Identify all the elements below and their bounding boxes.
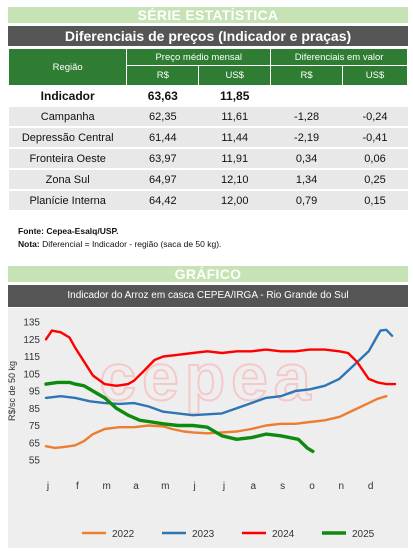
table-row: Fronteira Oeste 63,97 11,91 0,34 0,06: [8, 147, 408, 169]
col-header-diff: Diferenciais em valor: [270, 48, 408, 66]
row-diff-rs: 0,79: [270, 189, 343, 210]
row-diff-rs: 0,34: [270, 147, 343, 169]
row-diff-us: 0,15: [342, 189, 408, 210]
y-axis-label: R$/sc de 50 kg: [8, 361, 17, 421]
row-name: Fronteira Oeste: [8, 147, 127, 169]
y-tick-label: 105: [23, 369, 40, 380]
legend-label-2024: 2024: [272, 529, 295, 540]
y-tick-label: 85: [29, 404, 41, 415]
subheader-diff-us: US$: [341, 65, 409, 86]
chart-title: Indicador do Arroz em casca CEPEA/IRGA -…: [8, 285, 408, 307]
row-name: Planície Interna: [8, 189, 127, 210]
row-diff-rs: 1,34: [270, 168, 343, 190]
footnote-source: Fonte: Cepea-Esalq/USP.: [18, 226, 119, 236]
footnote-note-text: Diferencial = Indicador - região (saca d…: [39, 239, 222, 249]
series-line-2025: [44, 380, 315, 454]
series-line-2022: [44, 395, 388, 450]
row-us: 11,91: [198, 147, 271, 169]
x-tick-label: n: [339, 481, 345, 492]
differentials-table: Região Preço médio mensal Diferenciais e…: [7, 48, 409, 210]
row-diff-us: -0,24: [342, 105, 408, 127]
chart-area: cepea 55 65 75 85 95 105 115 125 135 j f m a m j j a s o n d…: [7, 308, 408, 548]
x-tick-label: f: [76, 481, 79, 492]
row-rs: 64,42: [126, 189, 199, 210]
x-tick-label: a: [133, 481, 139, 492]
x-tick-label: a: [251, 481, 257, 492]
row-rs: 63,97: [126, 147, 199, 169]
y-tick-label: 75: [29, 421, 41, 432]
row-name: Indicador: [8, 85, 127, 106]
table-row: Planície Interna 64,42 12,00 0,79 0,15: [8, 189, 408, 210]
x-tick-label: m: [161, 481, 169, 492]
table-row: Zona Sul 64,97 12,10 1,34 0,25: [8, 168, 408, 190]
y-tick-label: 65: [29, 438, 41, 449]
legend-label-2022: 2022: [112, 529, 135, 540]
col-header-preco: Preço médio mensal: [126, 48, 272, 66]
row-us: 12,10: [198, 168, 271, 190]
y-tick-label: 95: [29, 387, 41, 398]
footnote-note: Nota: Diferencial = Indicador - região (…: [18, 239, 221, 249]
x-tick-label: d: [368, 481, 374, 492]
y-tick-label: 125: [23, 335, 40, 346]
x-tick-label: s: [280, 481, 285, 492]
x-tick-label: j: [193, 481, 196, 492]
subheader-us: US$: [198, 65, 272, 86]
subheader-diff-rs: R$: [270, 65, 343, 86]
row-us: 12,00: [198, 189, 271, 210]
row-rs: 64,97: [126, 168, 199, 190]
row-name: Depressão Central: [8, 126, 127, 148]
table-row: Campanha 62,35 11,61 -1,28 -0,24: [8, 105, 408, 127]
y-tick-label: 55: [29, 456, 41, 467]
legend-label-2025: 2025: [352, 529, 375, 540]
stats-banner: SÉRIE ESTATÍSTICA: [8, 7, 408, 23]
footnote-note-label: Nota:: [18, 239, 40, 249]
table-title: Diferenciais de preços (Indicador e praç…: [8, 26, 408, 46]
table-row-indicador: Indicador 63,63 11,85: [8, 85, 408, 106]
row-us: 11,85: [198, 85, 271, 106]
subheader-rs: R$: [126, 65, 200, 86]
x-tick-label: j: [46, 481, 49, 492]
legend-label-2023: 2023: [192, 529, 215, 540]
row-rs: 61,44: [126, 126, 199, 148]
x-tick-label: m: [102, 481, 110, 492]
y-tick-label: 115: [24, 352, 40, 363]
row-name: Campanha: [8, 105, 127, 127]
table-row: Depressão Central 61,44 11,44 -2,19 -0,4…: [8, 126, 408, 148]
row-rs: 62,35: [126, 105, 199, 127]
row-us: 11,44: [198, 126, 271, 148]
row-rs: 63,63: [126, 85, 199, 106]
row-name: Zona Sul: [8, 168, 127, 190]
series-line-2024: [44, 329, 397, 387]
row-diff-rs: -2,19: [270, 126, 343, 148]
row-diff-us: 0,25: [342, 168, 408, 190]
chart-banner: GRÁFICO: [8, 266, 408, 282]
row-us: 11,61: [198, 105, 271, 127]
x-tick-label: o: [309, 481, 315, 492]
row-diff-us: 0,06: [342, 147, 408, 169]
col-header-regiao: Região: [7, 48, 128, 86]
y-tick-label: 135: [23, 318, 40, 329]
row-diff-us: -0,41: [342, 126, 408, 148]
row-diff-rs: -1,28: [270, 105, 343, 127]
x-tick-label: j: [222, 481, 225, 492]
